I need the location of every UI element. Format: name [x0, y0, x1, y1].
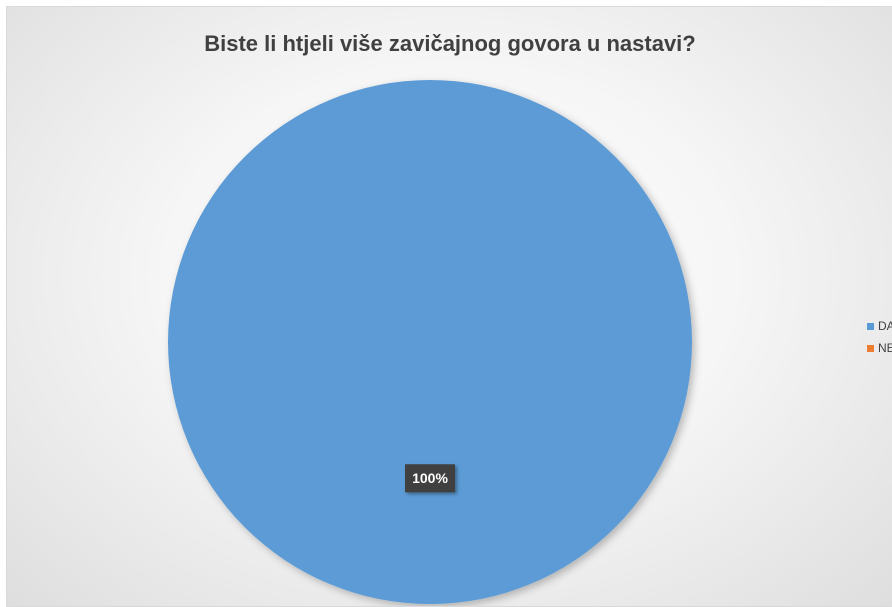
data-label-box [405, 464, 455, 493]
legend: DA NE [867, 315, 892, 359]
legend-label-ne: NE [878, 341, 892, 355]
legend-label-da: DA [878, 319, 892, 333]
legend-item-da: DA [867, 315, 892, 337]
legend-swatch-da [867, 322, 874, 330]
chart-title: Biste li htjeli više zavičajnog govora u… [204, 31, 696, 56]
pie-slices [168, 80, 692, 604]
legend-item-ne: NE [867, 337, 892, 359]
chart-area: Biste li htjeli više zavičajnog govora u… [6, 6, 892, 607]
pie-data-labels: 100% [405, 464, 455, 493]
data-label-da: 100% [405, 464, 455, 493]
pie-slice-da [168, 80, 692, 604]
data-label-text: 100% [412, 470, 448, 486]
legend-swatch-ne [867, 344, 874, 352]
pie-chart: 100% [168, 80, 692, 604]
